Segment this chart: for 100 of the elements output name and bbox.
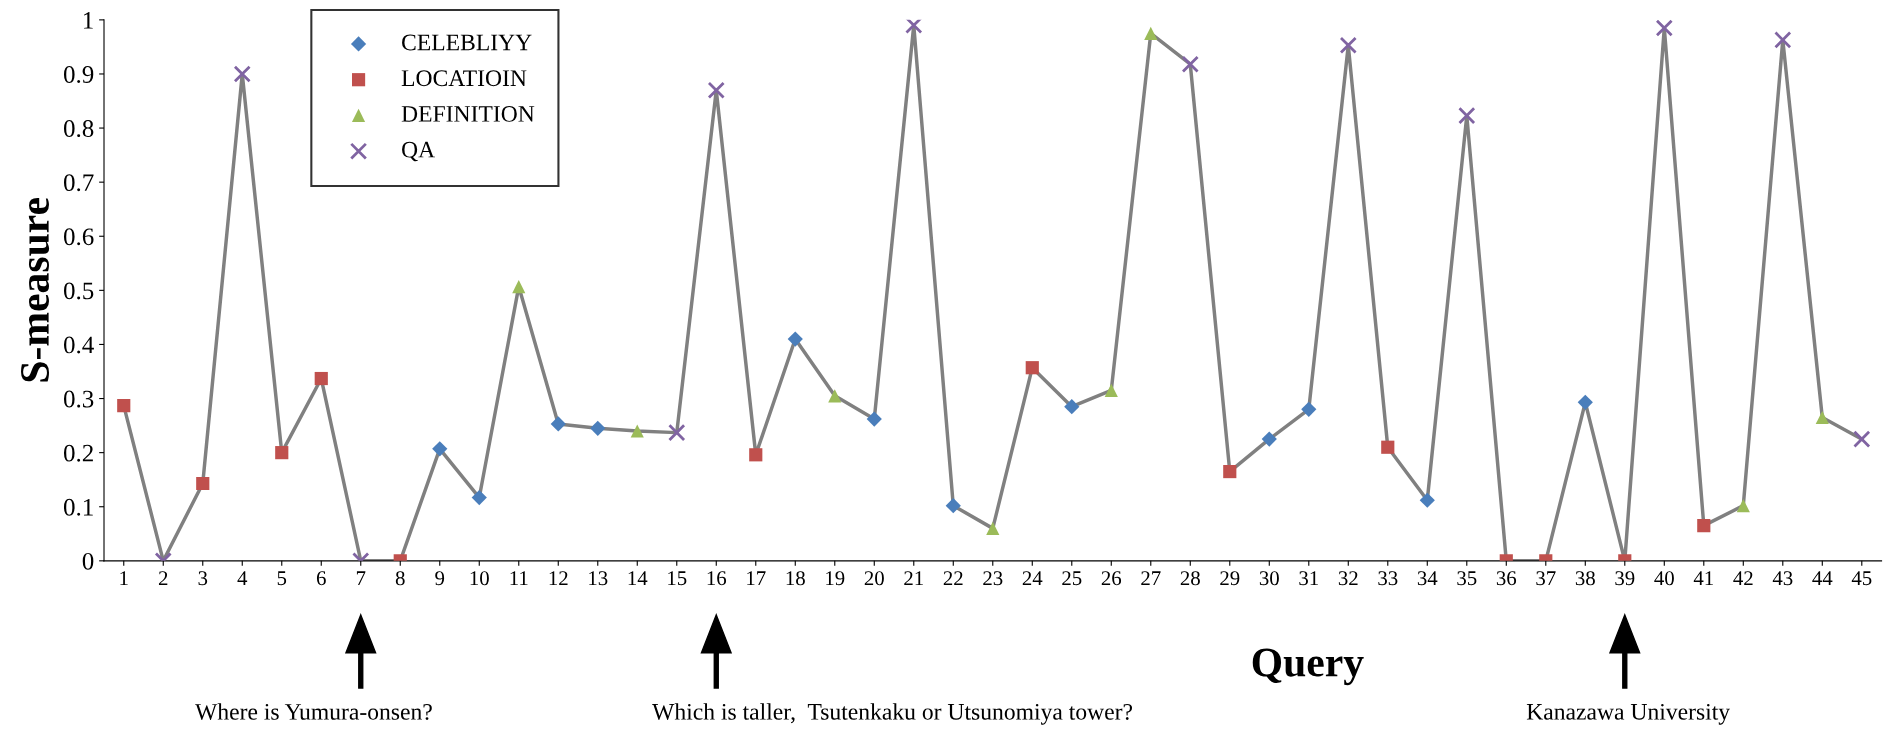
y-tick-label: 0.8 <box>63 120 94 138</box>
point <box>986 521 1000 535</box>
point <box>196 476 210 491</box>
x-tick-label: 14 <box>628 571 648 586</box>
legend-label: DEFINITION <box>401 105 535 122</box>
point <box>1261 431 1277 447</box>
point <box>668 423 686 442</box>
x-tick-label: 6 <box>316 571 326 586</box>
x-tick-label: 26 <box>1101 571 1122 586</box>
point <box>1655 19 1673 37</box>
point <box>1458 106 1476 125</box>
x-tick-label: 20 <box>864 571 884 586</box>
x-tick-label: 8 <box>395 571 405 586</box>
x-tick-label: 33 <box>1378 571 1398 586</box>
text: Where is Yumura-onsen? <box>195 703 432 720</box>
point <box>1774 31 1792 49</box>
point <box>1104 383 1118 398</box>
point <box>1144 26 1158 40</box>
y-tick-label: 0.1 <box>63 498 93 516</box>
x-tick-label: 38 <box>1575 571 1595 586</box>
x-tick-label: 18 <box>786 571 805 586</box>
x-tick-label: 40 <box>1654 571 1674 586</box>
x-tick-label: 11 <box>510 571 528 586</box>
point <box>314 371 328 386</box>
point <box>117 398 131 413</box>
x-tick-label: 44 <box>1812 571 1833 586</box>
point <box>707 81 725 99</box>
text: Which is taller, Tsutenkaku or Utsunomiya tower? <box>652 703 1133 725</box>
x-axis-title: Query <box>1252 648 1364 686</box>
x-tick-label: 16 <box>707 571 727 586</box>
x-tick-label: 30 <box>1259 571 1279 586</box>
x-tick-label: 19 <box>826 571 845 586</box>
y-tick-label: 0.4 <box>63 336 94 354</box>
x-tick-label: 41 <box>1693 571 1713 586</box>
point <box>1301 401 1317 417</box>
x-tick-label: 3 <box>198 571 208 586</box>
point <box>590 420 606 436</box>
point <box>1577 394 1593 410</box>
y-tick-label: 0.2 <box>63 444 93 462</box>
x-tick-label: 22 <box>943 571 963 586</box>
point <box>1064 399 1080 415</box>
y-tick-label: 0.6 <box>63 228 94 246</box>
x-tick-label: 12 <box>549 571 568 586</box>
point <box>866 411 882 427</box>
x-tick-label: 4 <box>237 571 248 586</box>
point <box>1419 492 1435 508</box>
x-tick-label: 28 <box>1180 571 1200 586</box>
point <box>905 19 923 34</box>
legend-label: QA <box>402 141 435 162</box>
x-tick-label: 32 <box>1338 571 1358 586</box>
point <box>471 489 487 506</box>
x-tick-label: 1 <box>120 571 128 586</box>
x-tick-label: 31 <box>1299 571 1318 586</box>
y-tick-label: 0 <box>82 552 94 570</box>
point <box>432 441 448 457</box>
legend-label: LOCATIOIN <box>401 70 527 87</box>
x-tick-label: 5 <box>277 571 287 586</box>
x-tick-label: 43 <box>1772 571 1793 586</box>
point <box>1025 361 1039 375</box>
x-tick-label: 10 <box>470 571 489 586</box>
x-tick-label: 36 <box>1496 571 1517 586</box>
x-tick-label: 42 <box>1733 571 1753 586</box>
x-tick-label: 35 <box>1457 571 1477 586</box>
point <box>1381 440 1395 454</box>
x-tick-label: 25 <box>1062 571 1082 586</box>
point <box>749 448 763 462</box>
point <box>1736 499 1750 513</box>
y-axis-title: S-measure <box>21 198 50 382</box>
point <box>1223 464 1237 479</box>
x-tick-label: 13 <box>589 571 608 586</box>
point <box>1815 410 1829 425</box>
point <box>233 65 251 83</box>
x-tick-label: 45 <box>1851 571 1872 586</box>
y-tick-label: 0.5 <box>63 282 94 300</box>
x-tick-label: 15 <box>668 571 687 586</box>
x-tick-label: 17 <box>747 571 766 586</box>
point <box>945 498 961 514</box>
text: Kanazawa University <box>1526 703 1730 725</box>
point <box>550 416 566 432</box>
point <box>787 331 803 347</box>
point <box>512 279 526 294</box>
x-tick-label: 37 <box>1536 571 1556 586</box>
point <box>1339 36 1357 54</box>
point <box>275 446 289 460</box>
x-tick-label: 23 <box>983 571 1003 586</box>
point <box>1853 430 1871 448</box>
legend-label: CELEBLIYY <box>402 34 532 51</box>
point <box>1181 55 1199 73</box>
x-tick-label: 7 <box>356 571 366 586</box>
point <box>630 424 644 438</box>
x-tick-label: 21 <box>904 571 923 586</box>
y-tick-label: 1 <box>83 12 93 29</box>
y-tick-label: 0.9 <box>63 66 94 83</box>
point <box>1697 519 1711 533</box>
x-tick-label: 2 <box>158 571 168 586</box>
y-tick-label: 0.3 <box>63 390 94 408</box>
x-tick-label: 34 <box>1417 571 1438 586</box>
x-tick-label: 9 <box>435 571 445 586</box>
x-tick-label: 39 <box>1615 571 1635 586</box>
x-tick-label: 24 <box>1022 571 1043 586</box>
